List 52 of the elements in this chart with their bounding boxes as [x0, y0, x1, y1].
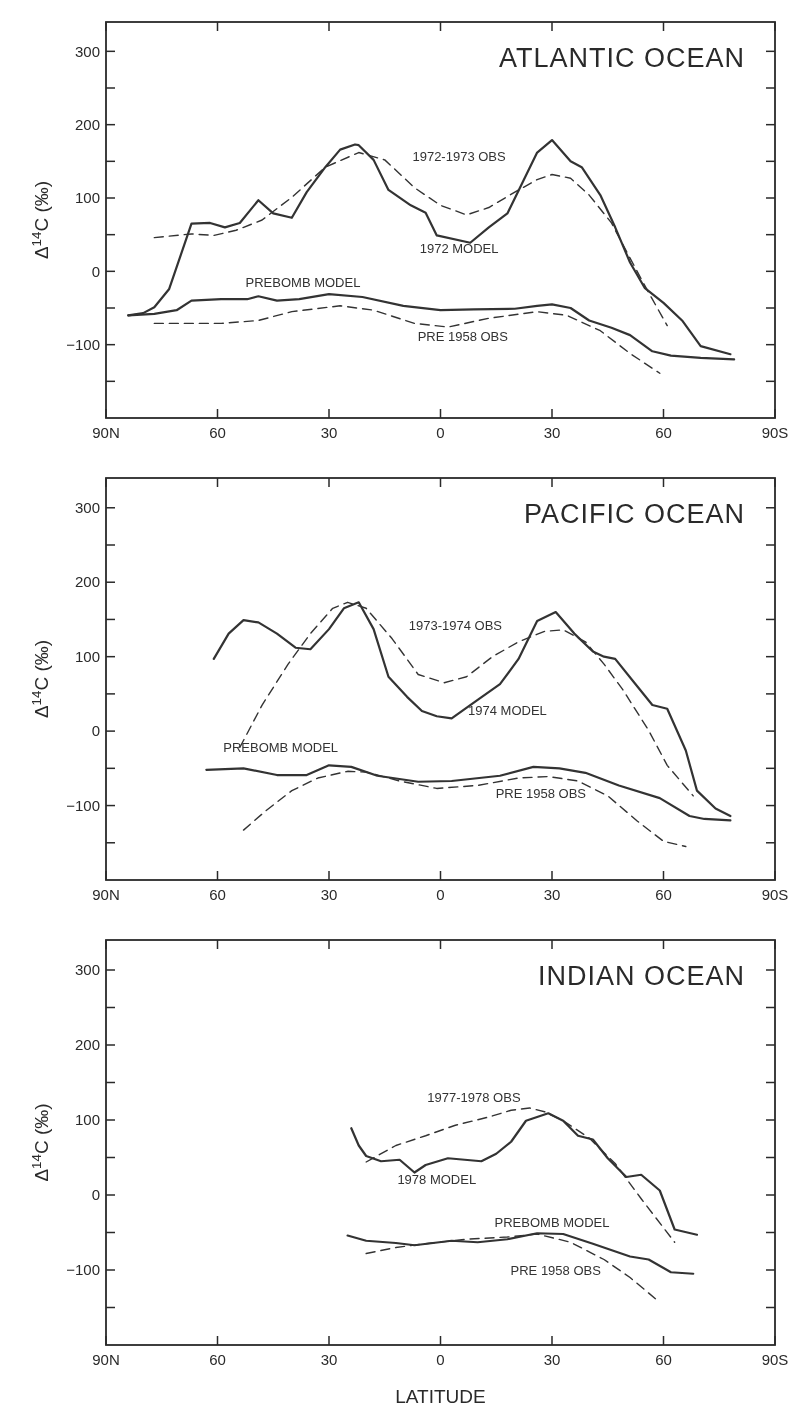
y-tick-label: 100: [74, 1111, 100, 1129]
series-label: PREBOMB MODEL: [494, 1214, 610, 1230]
x-tick-label: 0: [436, 886, 445, 903]
x-axis-title: LATITUDE: [395, 1386, 486, 1407]
y-tick-label: 200: [74, 1036, 100, 1054]
x-tick-label: 0: [436, 424, 445, 441]
series-label: 1974 MODEL: [468, 702, 547, 718]
x-tick-label: 60: [655, 886, 672, 903]
series-label: PRE 1958 OBS: [495, 786, 587, 802]
text: INDIAN OCEAN: [537, 961, 745, 991]
x-tick-label: 30: [543, 886, 561, 903]
x-tick-label: 30: [320, 1351, 338, 1368]
y-tick-label: 200: [74, 573, 100, 591]
series-label: 1972 MODEL: [419, 241, 499, 256]
x-tick-label: 60: [209, 424, 226, 441]
y-tick-label: 0: [91, 262, 100, 280]
x-tick-label: 90S: [761, 886, 789, 903]
x-tick-label: 30: [543, 1351, 561, 1368]
series-label: 1973-1974 OBS: [408, 617, 503, 633]
x-tick-label: 90N: [92, 886, 120, 903]
text: PACIFIC OCEAN: [523, 499, 745, 529]
y-tick-label: −100: [66, 796, 100, 814]
y-tick-label: 0: [91, 1186, 100, 1204]
y-tick-label: 200: [74, 115, 100, 133]
x-tick-label: 30: [320, 424, 338, 441]
y-tick-label: 300: [74, 499, 100, 517]
x-tick-label: 90N: [92, 424, 120, 441]
x-tick-label: 30: [543, 424, 561, 441]
y-tick-label: 0: [91, 722, 100, 740]
y-tick-label: 300: [74, 961, 100, 979]
y-tick-label: 100: [74, 189, 100, 207]
series-label: PRE 1958 OBS: [417, 329, 509, 344]
series-label: PREBOMB MODEL: [245, 275, 361, 291]
x-tick-label: 90S: [761, 1351, 789, 1368]
x-tick-label: 60: [655, 424, 672, 441]
y-tick-label: −100: [66, 1261, 100, 1279]
y-tick-label: −100: [66, 335, 100, 353]
x-tick-label: 0: [436, 1351, 445, 1368]
series-label: 1978 MODEL: [397, 1171, 477, 1187]
x-tick-label: 60: [655, 1351, 672, 1368]
x-tick-label: 90N: [92, 1351, 120, 1368]
series-label: PRE 1958 OBS: [510, 1263, 602, 1279]
text: ATLANTIC OCEAN: [498, 43, 745, 73]
series-label: 1977-1978 OBS: [427, 1090, 521, 1105]
x-tick-label: 30: [320, 886, 338, 903]
y-tick-label: 300: [74, 42, 100, 60]
x-tick-label: 60: [209, 1351, 226, 1368]
y-tick-label: 100: [74, 647, 100, 665]
series-label: PREBOMB MODEL: [223, 739, 339, 755]
x-tick-label: 90S: [761, 424, 789, 441]
series-label: 1972-1973 OBS: [412, 149, 507, 165]
x-tick-label: 60: [209, 886, 226, 903]
